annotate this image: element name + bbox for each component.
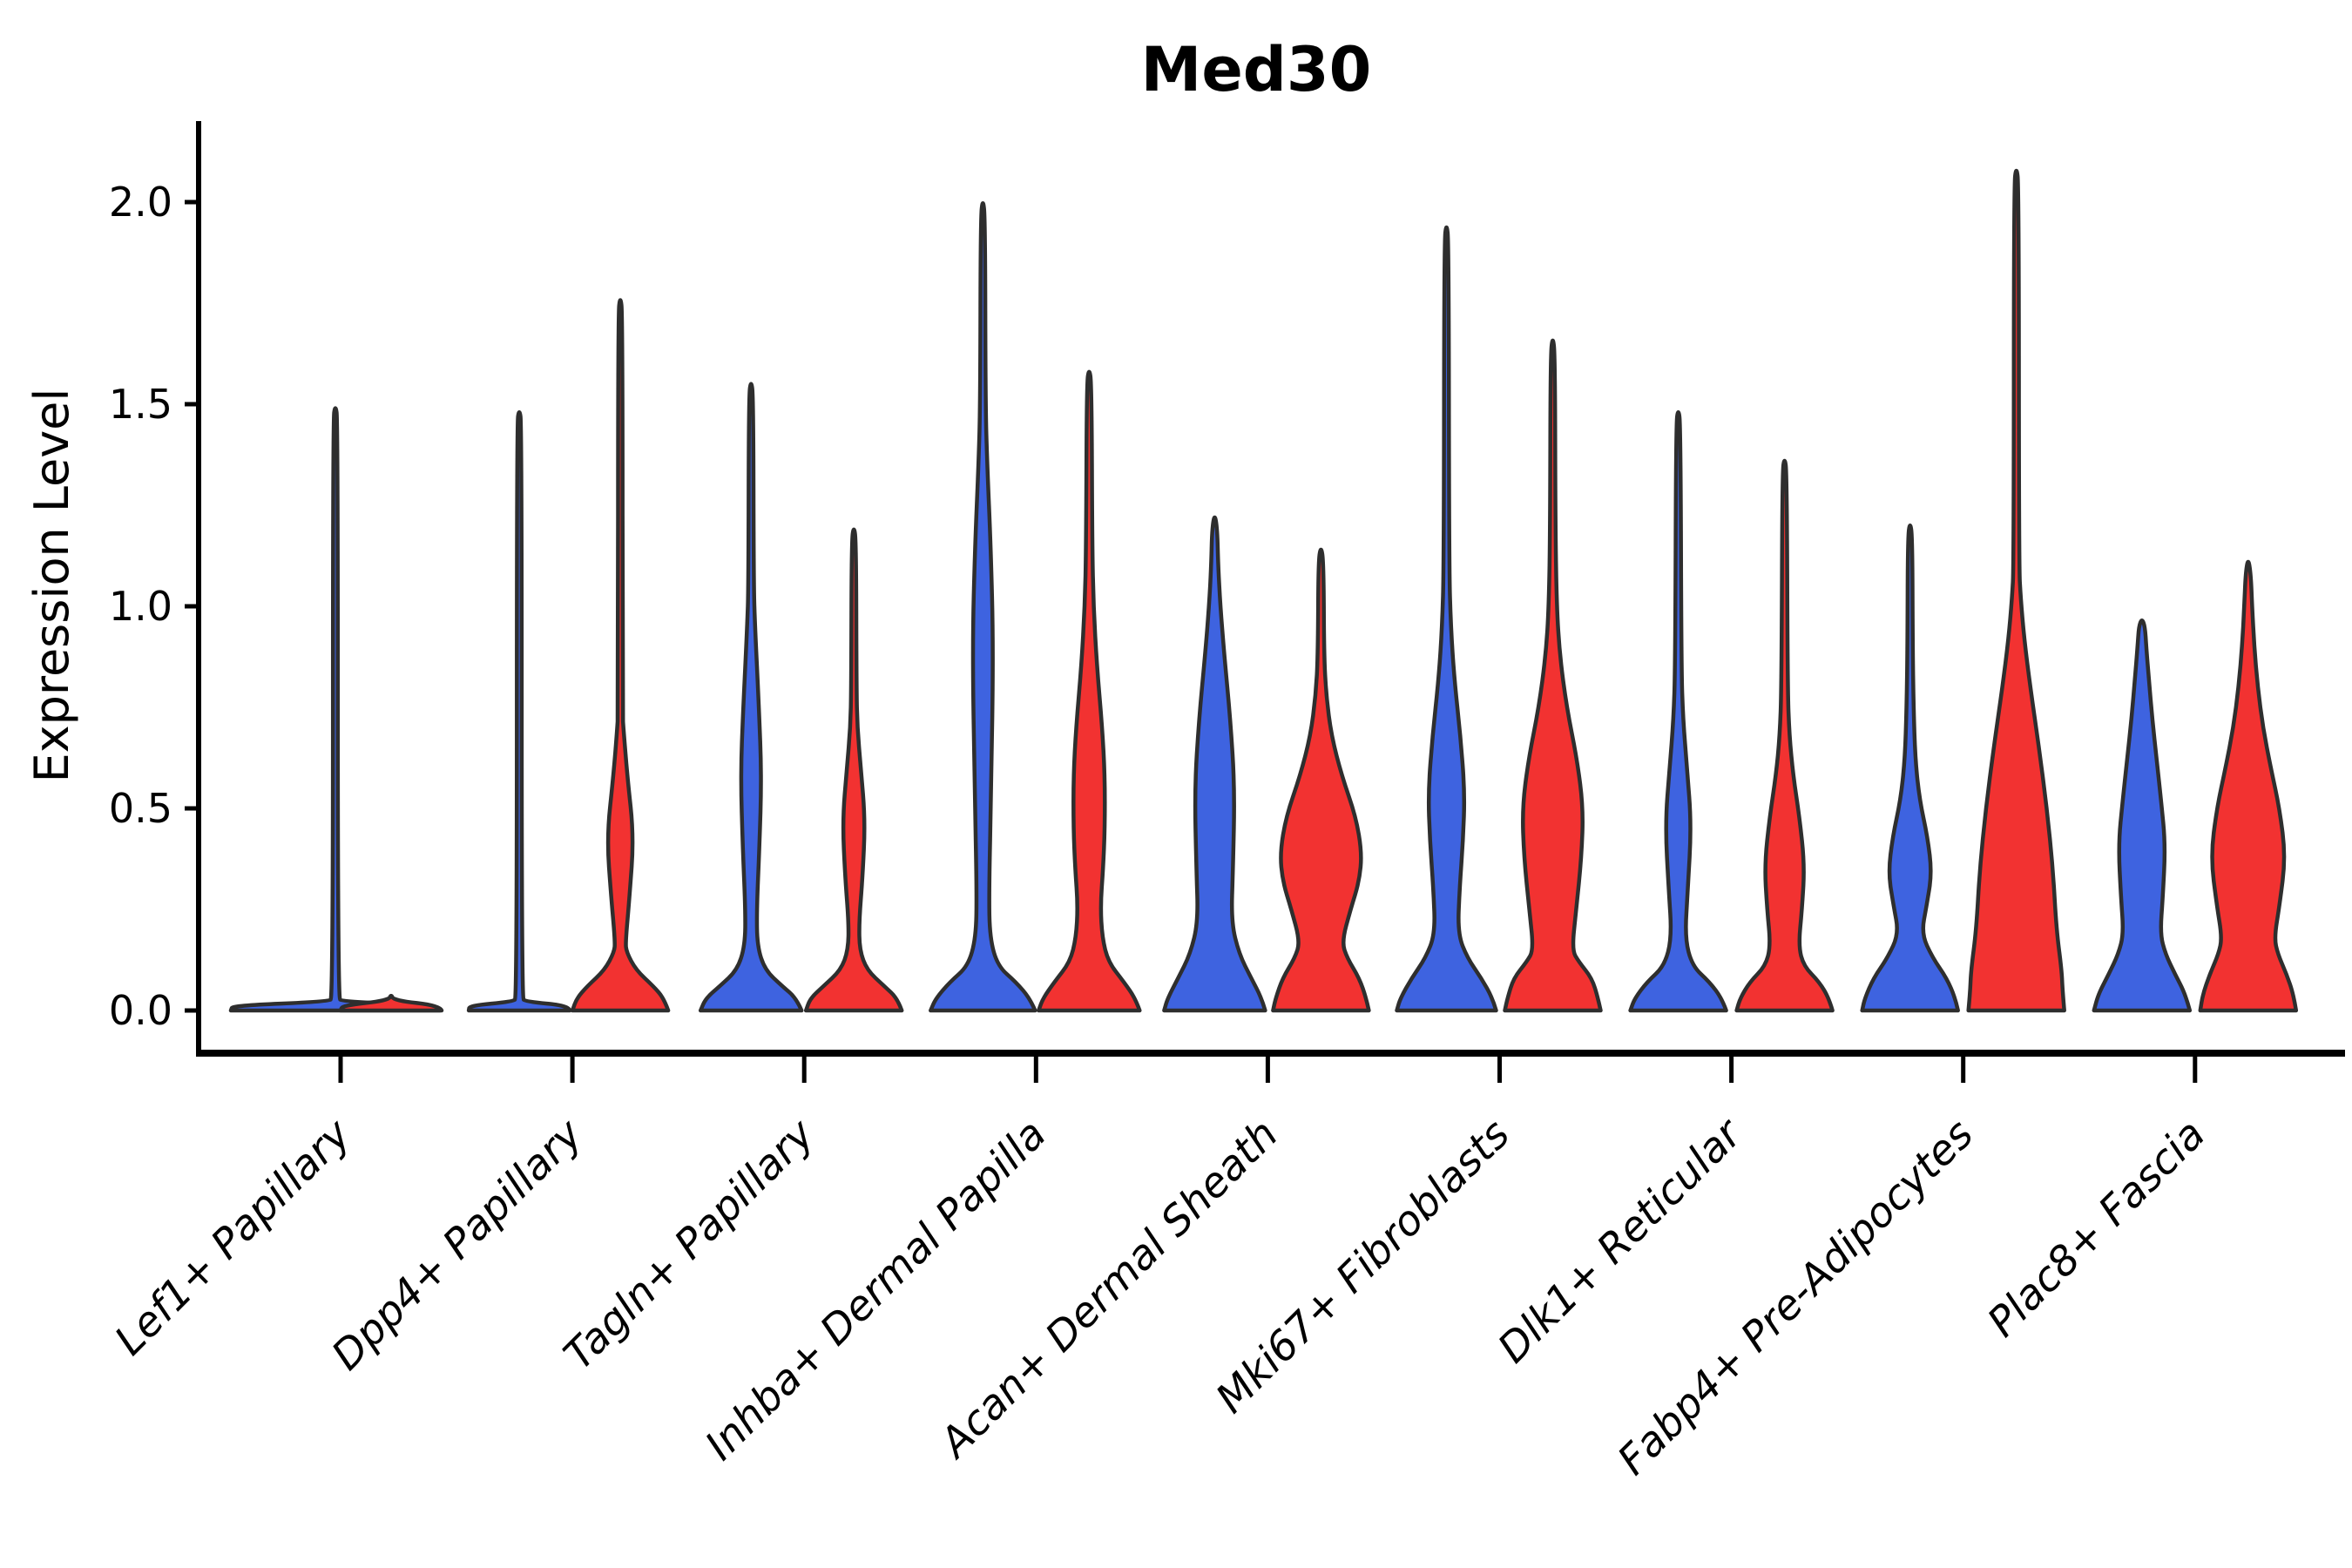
violin-blue-7 <box>1628 410 1728 1013</box>
violin-red-1 <box>338 993 444 1013</box>
violin-blue-6 <box>1395 225 1498 1013</box>
violin-blue-5 <box>1162 515 1267 1013</box>
y-tick-label-0.5: 0.5 <box>109 785 172 832</box>
violin-blue-1 <box>228 406 443 1013</box>
violin-red-3 <box>803 527 904 1013</box>
y-tick-label-2.0: 2.0 <box>109 179 172 226</box>
x-tick-label-2: Dpp4+ Papillary <box>322 1110 592 1380</box>
violin-blue-8 <box>1860 523 1960 1013</box>
violin-blue-4 <box>929 200 1037 1013</box>
x-tick-label-1: Lef1+ Papillary <box>105 1110 361 1365</box>
y-tick-label-1.0: 1.0 <box>109 583 172 630</box>
violin-red-8 <box>1966 168 2066 1013</box>
violin-red-9 <box>2198 559 2299 1013</box>
violin-blue-3 <box>698 382 804 1013</box>
violin-red-7 <box>1734 458 1835 1013</box>
violin-red-6 <box>1503 338 1603 1013</box>
x-tick-label-3: Tagln+ Papillary <box>555 1110 825 1380</box>
x-tick-label-9: Plac8+ Fascia <box>1978 1111 2214 1347</box>
violin-red-5 <box>1271 547 1371 1013</box>
violins-layer <box>228 168 2299 1013</box>
chart-title: Med30 <box>1141 34 1372 105</box>
x-tick-label-7: Dlk1+ Reticular <box>1489 1109 1753 1373</box>
violin-blue-9 <box>2092 618 2193 1013</box>
y-tick-label-0.0: 0.0 <box>109 987 172 1034</box>
y-tick-label-1.5: 1.5 <box>109 381 172 428</box>
violin-blue-2 <box>466 410 572 1013</box>
violin-red-2 <box>570 298 671 1013</box>
violin-red-4 <box>1037 369 1142 1013</box>
y-axis-label: Expression Level <box>24 389 79 783</box>
